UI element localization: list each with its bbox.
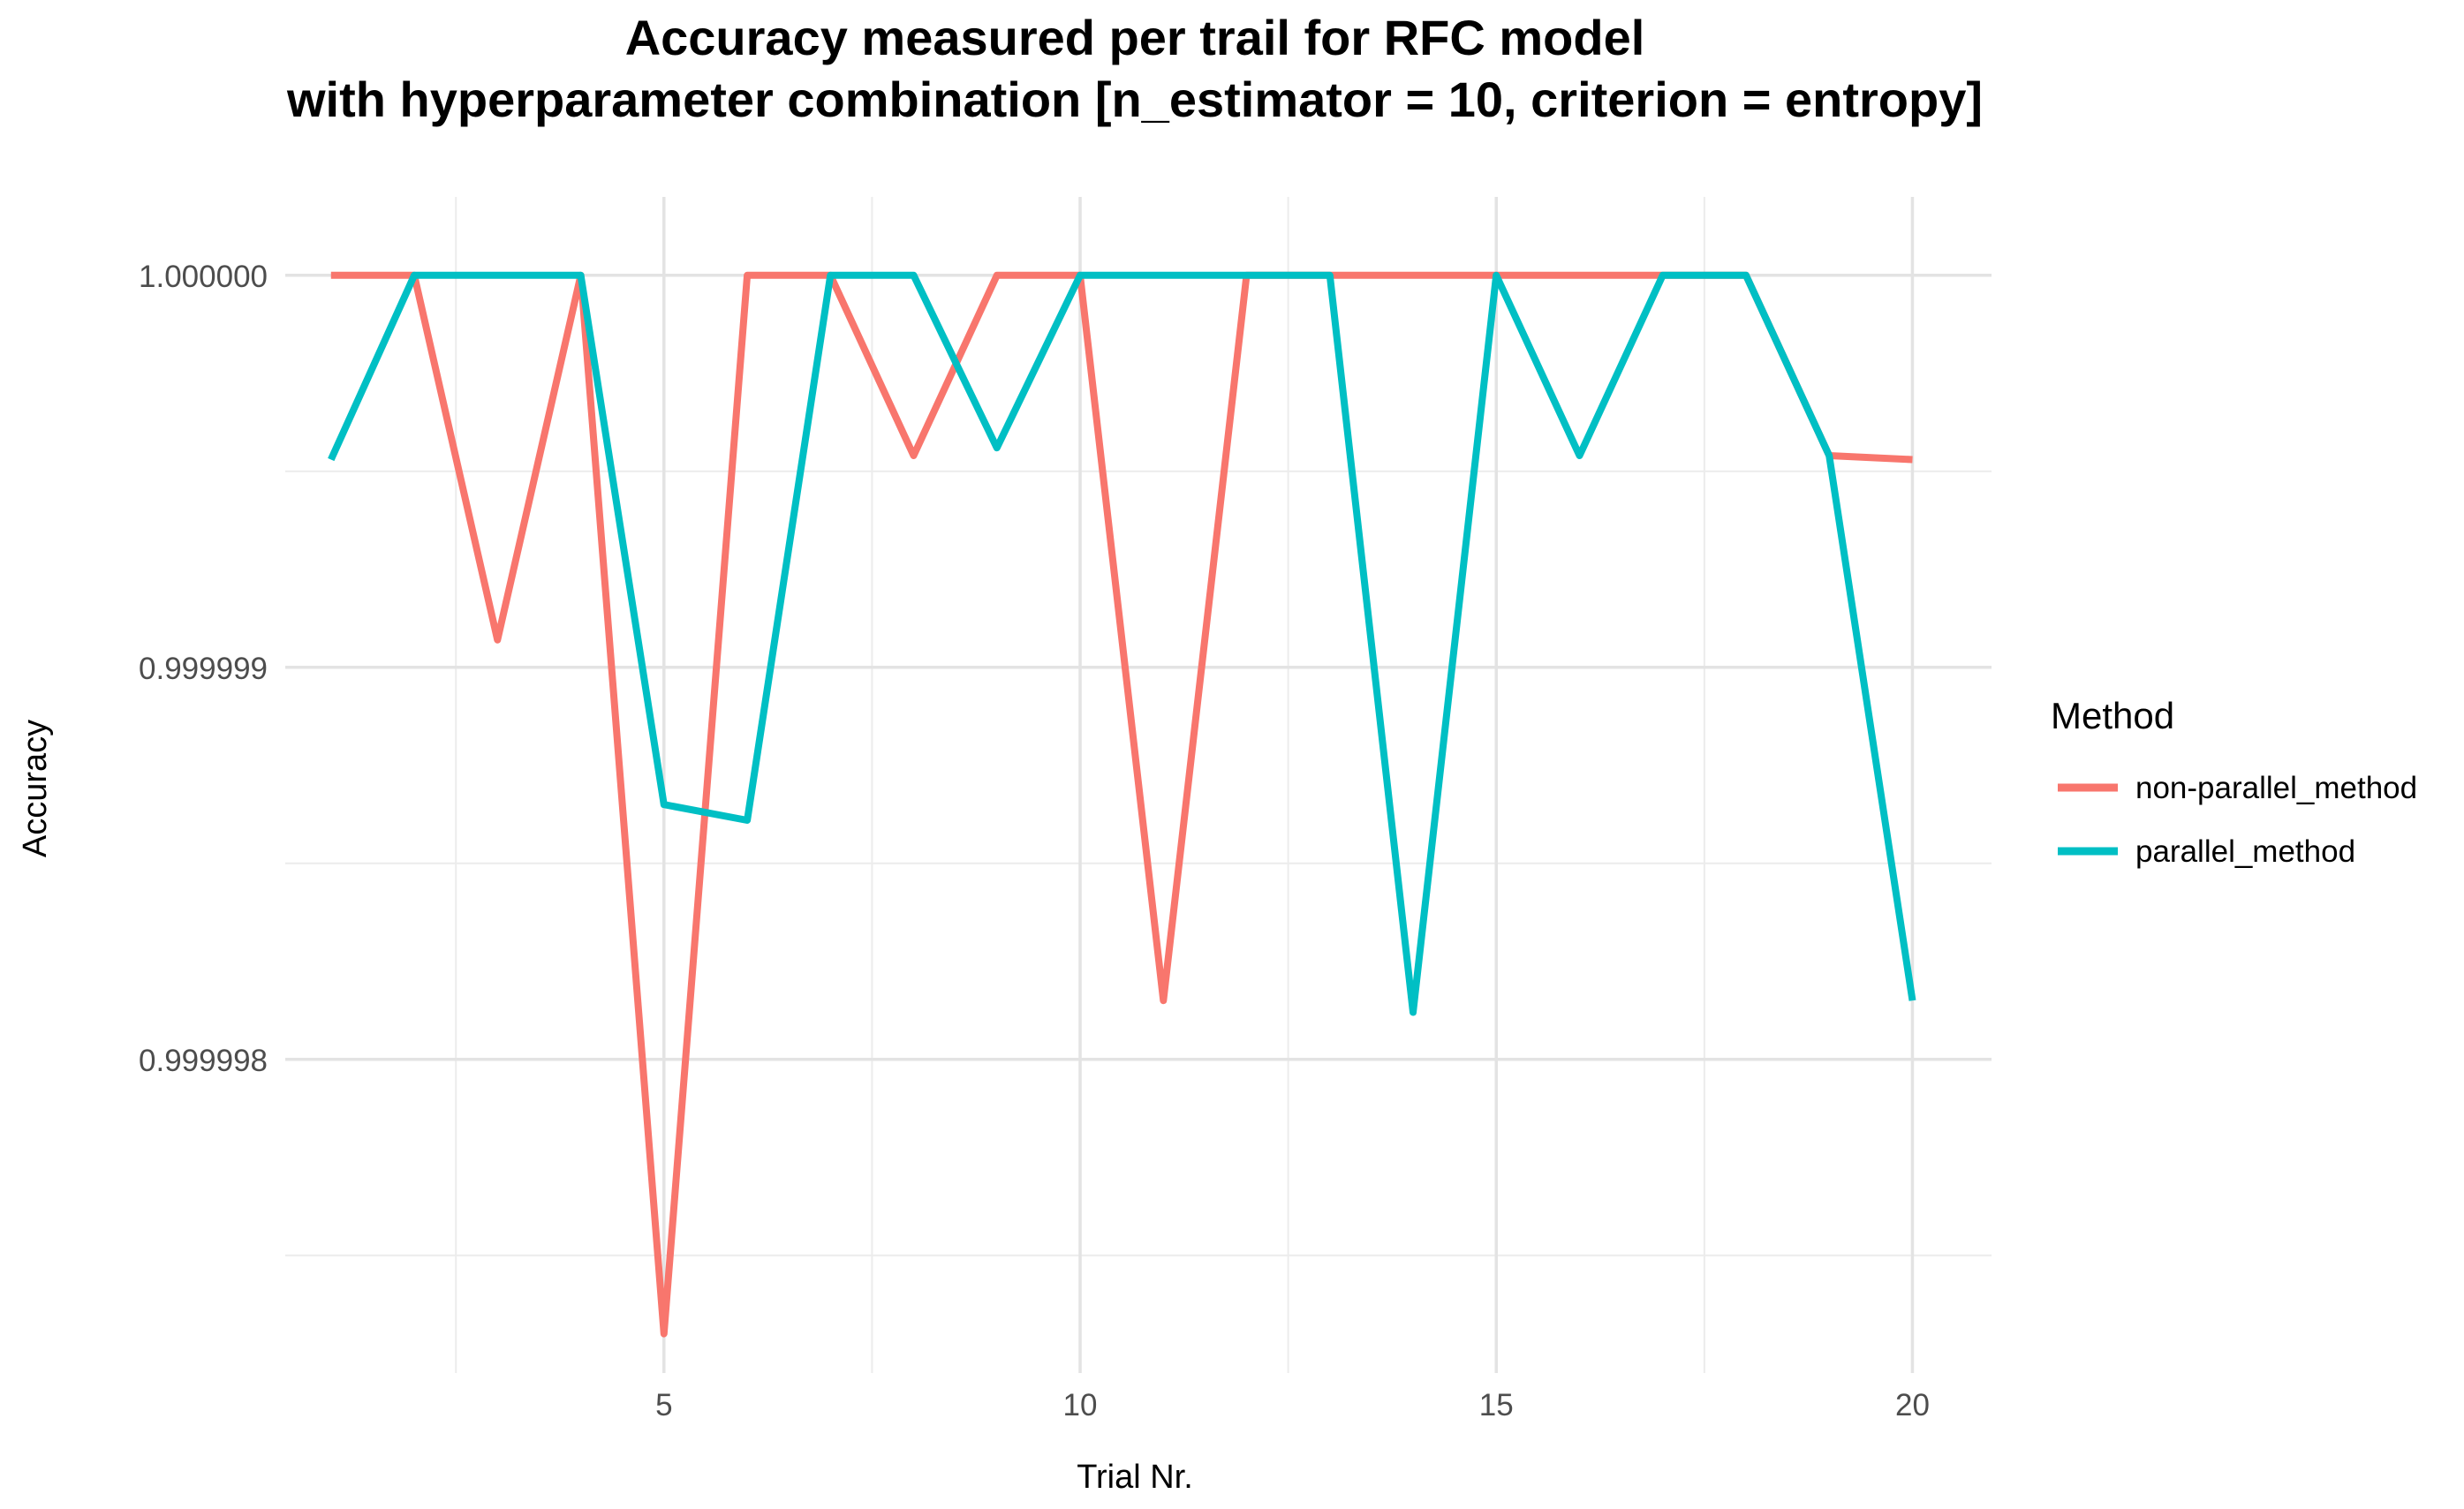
x-tick-label: 20 xyxy=(1895,1388,1930,1422)
x-tick-label: 5 xyxy=(655,1388,672,1422)
legend: Method non-parallel_method parallel_metho… xyxy=(2051,695,2417,869)
legend-label-parallel_method: parallel_method xyxy=(2135,834,2355,869)
legend-label-non-parallel_method: non-parallel_method xyxy=(2135,771,2417,805)
series-line-parallel_method xyxy=(328,271,1916,1016)
x-tick-label: 15 xyxy=(1479,1388,1514,1422)
x-axis-label: Trial Nr. xyxy=(1077,1459,1193,1496)
minor-gridlines xyxy=(285,197,1992,1373)
y-tick-label: 0.999998 xyxy=(139,1044,268,1078)
legend-title: Method xyxy=(2051,695,2174,736)
chart-title-line1: Accuracy measured per trail for RFC mode… xyxy=(625,10,1645,65)
y-tick-label: 1.000000 xyxy=(139,260,268,294)
x-tick-label: 10 xyxy=(1063,1388,1098,1422)
y-axis-label: Accuracy xyxy=(17,720,54,857)
x-axis-tick-labels: 5 10 15 20 xyxy=(655,1388,1930,1422)
series-lines xyxy=(328,271,1916,1338)
chart-title-line2: with hyperparameter combination [n_estim… xyxy=(286,72,1983,127)
y-tick-label: 0.999999 xyxy=(139,652,268,686)
y-axis-tick-labels: 0.999998 0.999999 1.000000 xyxy=(139,260,268,1078)
series-line-non-parallel_method xyxy=(330,271,1913,1338)
